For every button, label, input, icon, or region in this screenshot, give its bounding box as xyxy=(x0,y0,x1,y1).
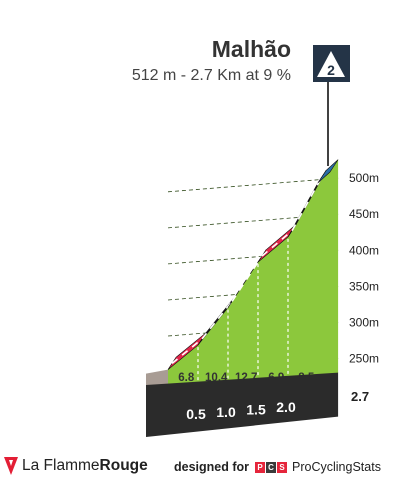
elevation-tick-250: 250m xyxy=(349,351,379,365)
designed-for: designed for P C S ProCyclingStats xyxy=(174,460,381,474)
distance-tick-1.0: 1.0 xyxy=(216,404,236,420)
distance-tick-0.5: 0.5 xyxy=(186,406,206,422)
gridline-500 xyxy=(167,177,339,193)
elevation-tick-450: 450m xyxy=(349,207,379,221)
footer: La FlammeRouge designed for P C S ProCyc… xyxy=(0,455,405,481)
elevation-tick-350: 350m xyxy=(349,279,379,293)
distance-base: 0.5 1.0 1.5 2.0 2.7 xyxy=(146,372,369,437)
mountain-icon xyxy=(317,51,345,77)
climb-profile-chart: 6.810.412.76.98.5 250m 300m 350m 400m 450m 50… xyxy=(146,45,379,437)
road-segment-6 xyxy=(317,159,339,184)
start-wall xyxy=(146,369,168,385)
flamme-rouge-flag-icon xyxy=(4,457,18,475)
climb-subtitle: 512 m - 2.7 Km at 9 % xyxy=(131,67,291,84)
elevation-tick-labels: 250m 300m 350m 400m 450m 500m xyxy=(349,171,379,365)
grade-label-1: 6.8 xyxy=(178,372,195,384)
profile-area: 6.810.412.76.98.5 xyxy=(146,159,339,385)
distance-bar xyxy=(146,372,339,437)
total-distance-label: 2.7 xyxy=(351,389,369,404)
profile-road xyxy=(167,159,339,370)
pcs-letter-s: S xyxy=(277,461,288,473)
pcs-logo-icon: P C S xyxy=(255,461,288,473)
brand-prefix: La Flamme xyxy=(22,457,100,474)
road-centerline-1 xyxy=(171,338,203,365)
la-flamme-rouge-logo[interactable]: La FlammeRouge xyxy=(4,457,148,475)
designed-for-label: designed for xyxy=(174,460,250,474)
brand-suffix: Rouge xyxy=(99,457,148,474)
road-centerline-5 xyxy=(291,176,323,232)
road-centerline-3 xyxy=(231,255,263,302)
elevation-tick-300: 300m xyxy=(349,315,379,329)
profile-fill xyxy=(168,172,330,385)
procyclingstats-link[interactable]: ProCyclingStats xyxy=(292,460,381,474)
category-flag: 2 xyxy=(313,45,350,166)
category-number: 2 xyxy=(327,62,335,78)
pcs-letter-p: P xyxy=(255,461,266,473)
la-flamme-rouge-wordmark: La FlammeRouge xyxy=(22,457,148,475)
climb-title: Malhão xyxy=(211,36,291,62)
profile-side xyxy=(330,159,339,385)
road-centerline-4 xyxy=(261,230,293,257)
elevation-tick-400: 400m xyxy=(349,243,379,257)
pcs-letter-c: C xyxy=(266,461,277,473)
distance-tick-1.5: 1.5 xyxy=(246,402,266,418)
distance-tick-2.0: 2.0 xyxy=(276,399,296,415)
elevation-tick-500: 500m xyxy=(349,171,379,185)
road-centerline-2 xyxy=(201,300,233,340)
